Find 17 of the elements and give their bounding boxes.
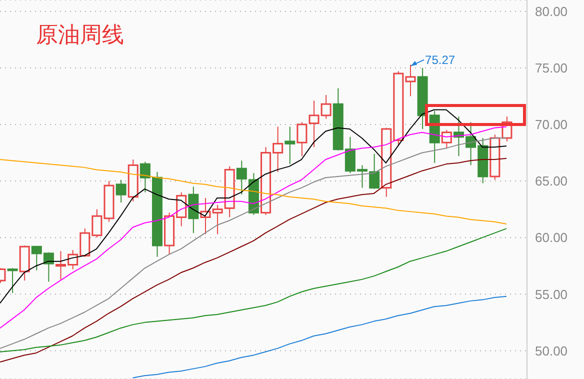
y-tick-label: 70.00 — [535, 117, 568, 132]
y-tick-label: 75.00 — [535, 60, 568, 76]
y-tick-label: 80.00 — [535, 4, 568, 19]
candlestick — [417, 67, 428, 130]
text: 原油周线 — [36, 21, 124, 49]
line-series — [132, 296, 507, 378]
line-series — [0, 158, 507, 363]
y-tick-label: 50.00 — [535, 343, 568, 358]
candlestick — [284, 126, 296, 165]
line-series — [0, 159, 507, 225]
candlestick — [188, 186, 199, 234]
y-tick-label: 65.00 — [535, 174, 568, 189]
line-series — [0, 228, 507, 352]
annotation: 75.27 — [425, 52, 456, 67]
y-tick-label: 55.00 — [535, 286, 568, 302]
line-series — [0, 109, 507, 304]
y-tick-label: 60.00 — [535, 230, 568, 246]
